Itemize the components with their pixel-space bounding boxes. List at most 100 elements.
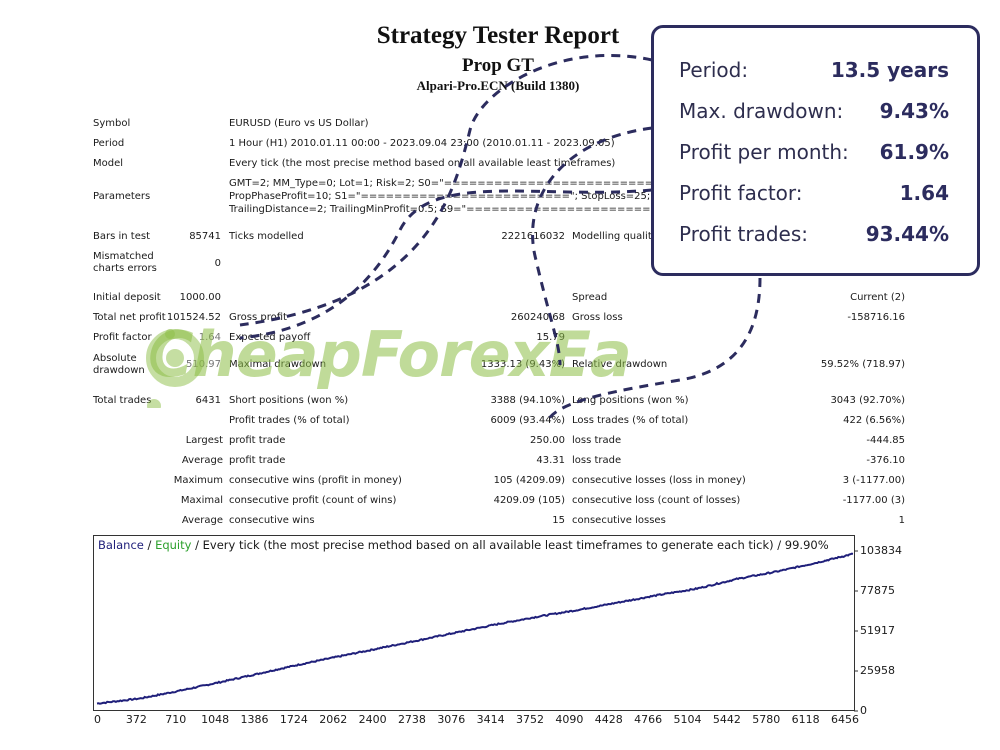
legend-sep: /: [143, 538, 156, 552]
avg-cons-losses-label: consecutive losses: [572, 515, 666, 526]
x-tick-label: 4428: [594, 713, 623, 726]
average-loss-label: loss trade: [572, 455, 622, 466]
chart-legend: Balance / Equity / Every tick (the most …: [98, 538, 829, 552]
symbol-label: Symbol: [93, 118, 131, 129]
ticks-label: Ticks modelled: [229, 231, 304, 242]
x-tick-label: 3076: [437, 713, 466, 726]
callout-row-max-drawdown: Max. drawdown: 9.43%: [679, 99, 949, 129]
loss-trades-value: 422 (6.56%): [843, 415, 905, 426]
callout-value: 9.43%: [879, 99, 949, 123]
x-tick-label: 2400: [358, 713, 387, 726]
x-tick-label: 2062: [319, 713, 348, 726]
callout-row-profit-factor: Profit factor: 1.64: [679, 181, 949, 211]
parameters-line2: PropPhaseProfit=10; S1="================…: [229, 191, 892, 202]
callout-value: 13.5 years: [830, 58, 949, 82]
expected-payoff-label: Expected payoff: [229, 332, 311, 343]
largest-profit-label: profit trade: [229, 435, 286, 446]
bars-label: Bars in test: [93, 231, 150, 242]
profit-factor-label: Profit factor: [93, 332, 152, 343]
average-profit-value: 43.31: [536, 455, 565, 466]
model-label: Model: [93, 158, 124, 169]
y-tick-label: 51917: [860, 624, 895, 637]
spread-value: Current (2): [850, 292, 905, 303]
avg-cons-losses-value: 1: [898, 515, 905, 526]
parameters-line1: GMT=2; MM_Type=0; Lot=1; Risk=2; S0="===…: [229, 178, 943, 189]
legend-equity: Equity: [155, 538, 192, 552]
parameters-label: Parameters: [93, 191, 151, 202]
maximal-cons-profit-label: consecutive profit (count of wins): [229, 495, 397, 506]
legend-balance: Balance: [98, 538, 144, 552]
x-tick-label: 5780: [752, 713, 781, 726]
profit-factor-value: 1.64: [198, 332, 221, 343]
parameters-line3: TrailingDistance=2; TrailingMinProfit=0.…: [229, 204, 907, 215]
initial-deposit-value: 1000.00: [179, 292, 221, 303]
gross-profit-label: Gross profit: [229, 312, 287, 323]
total-net-profit-value: 101524.52: [166, 312, 221, 323]
short-label: Short positions (won %): [229, 395, 349, 406]
x-tick-label: 1386: [240, 713, 269, 726]
maximal-cons-loss-label: consecutive loss (count of losses): [572, 495, 741, 506]
profit-trades-value: 6009 (93.44%): [490, 415, 565, 426]
absolute-dd-label: Absolute drawdown: [93, 353, 145, 376]
gross-loss-value: -158716.16: [847, 312, 905, 323]
report-server: Alpari-Pro.ECN (Build 1380): [416, 78, 580, 93]
bars-value: 85741: [189, 231, 221, 242]
expected-payoff-value: 15.79: [536, 332, 565, 343]
average2-label: Average: [181, 515, 223, 526]
quality-label: Modelling quality: [572, 231, 658, 242]
x-tick-label: 710: [165, 713, 187, 726]
callout-label: Period:: [679, 58, 749, 82]
maximal-dd-label: Maximal drawdown: [229, 359, 327, 370]
average-profit-label: profit trade: [229, 455, 286, 466]
largest-label: Largest: [185, 435, 223, 446]
callout-value: 93.44%: [865, 222, 949, 246]
x-tick-label: 4766: [634, 713, 663, 726]
average-label: Average: [181, 455, 223, 466]
arrow-max-drawdown: [531, 126, 653, 366]
long-value: 3043 (92.70%): [830, 395, 905, 406]
callout-row-period: Period: 13.5 years: [679, 58, 949, 88]
x-tick-label: 1724: [279, 713, 308, 726]
relative-dd-label: Relative drawdown: [572, 359, 668, 370]
long-label: Long positions (won %): [572, 395, 689, 406]
arrow-period: [239, 54, 653, 327]
spread-label: Spread: [572, 292, 608, 303]
arrow-profit-factor: [239, 188, 653, 340]
loss-trades-label: Loss trades (% of total): [572, 415, 689, 426]
report-subtitle: Prop GT: [462, 55, 534, 76]
mismatch-value: 0: [214, 258, 221, 269]
callout-row-profit-per-month: Profit per month: 61.9%: [679, 140, 949, 170]
period-value: 1 Hour (H1) 2010.01.11 00:00 - 2023.09.0…: [229, 138, 615, 149]
maximal-cons-profit-value: 4209.09 (105): [493, 495, 565, 506]
average-loss-value: -376.10: [866, 455, 905, 466]
symbol-value: EURUSD (Euro vs US Dollar): [229, 118, 369, 129]
max-cons-wins-label: consecutive wins (profit in money): [229, 475, 402, 486]
watermark-logo-icon: [146, 329, 204, 408]
balance-line: [96, 552, 854, 705]
callout-label: Profit factor:: [679, 181, 803, 205]
gross-loss-label: Gross loss: [572, 312, 623, 323]
x-tick-label: 5104: [673, 713, 702, 726]
avg-cons-wins-value: 15: [552, 515, 565, 526]
max-cons-losses-value: 3 (-1177.00): [842, 475, 905, 486]
max-cons-losses-label: consecutive losses (loss in money): [572, 475, 746, 486]
avg-cons-wins-label: consecutive wins: [229, 515, 315, 526]
x-tick-label: 4090: [555, 713, 584, 726]
x-tick-label: 5442: [712, 713, 741, 726]
mismatch-label: Mismatched charts errors: [93, 251, 157, 274]
callout-value: 61.9%: [879, 140, 949, 164]
callout-label: Profit per month:: [679, 140, 849, 164]
maximal-label: Maximal: [180, 495, 223, 506]
maximal-dd-value: 1333.13 (9.43%): [480, 359, 565, 370]
x-tick-label: 6118: [791, 713, 820, 726]
y-tick-label: 77875: [860, 584, 895, 597]
y-tick-label: 25958: [860, 664, 895, 677]
x-tick-label: 3414: [476, 713, 505, 726]
gross-profit-value: 260240.68: [510, 312, 565, 323]
short-value: 3388 (94.10%): [490, 395, 565, 406]
total-net-profit-label: Total net profit: [93, 312, 166, 323]
x-tick-label: 6456: [831, 713, 859, 726]
maximum-label: Maximum: [173, 475, 223, 486]
